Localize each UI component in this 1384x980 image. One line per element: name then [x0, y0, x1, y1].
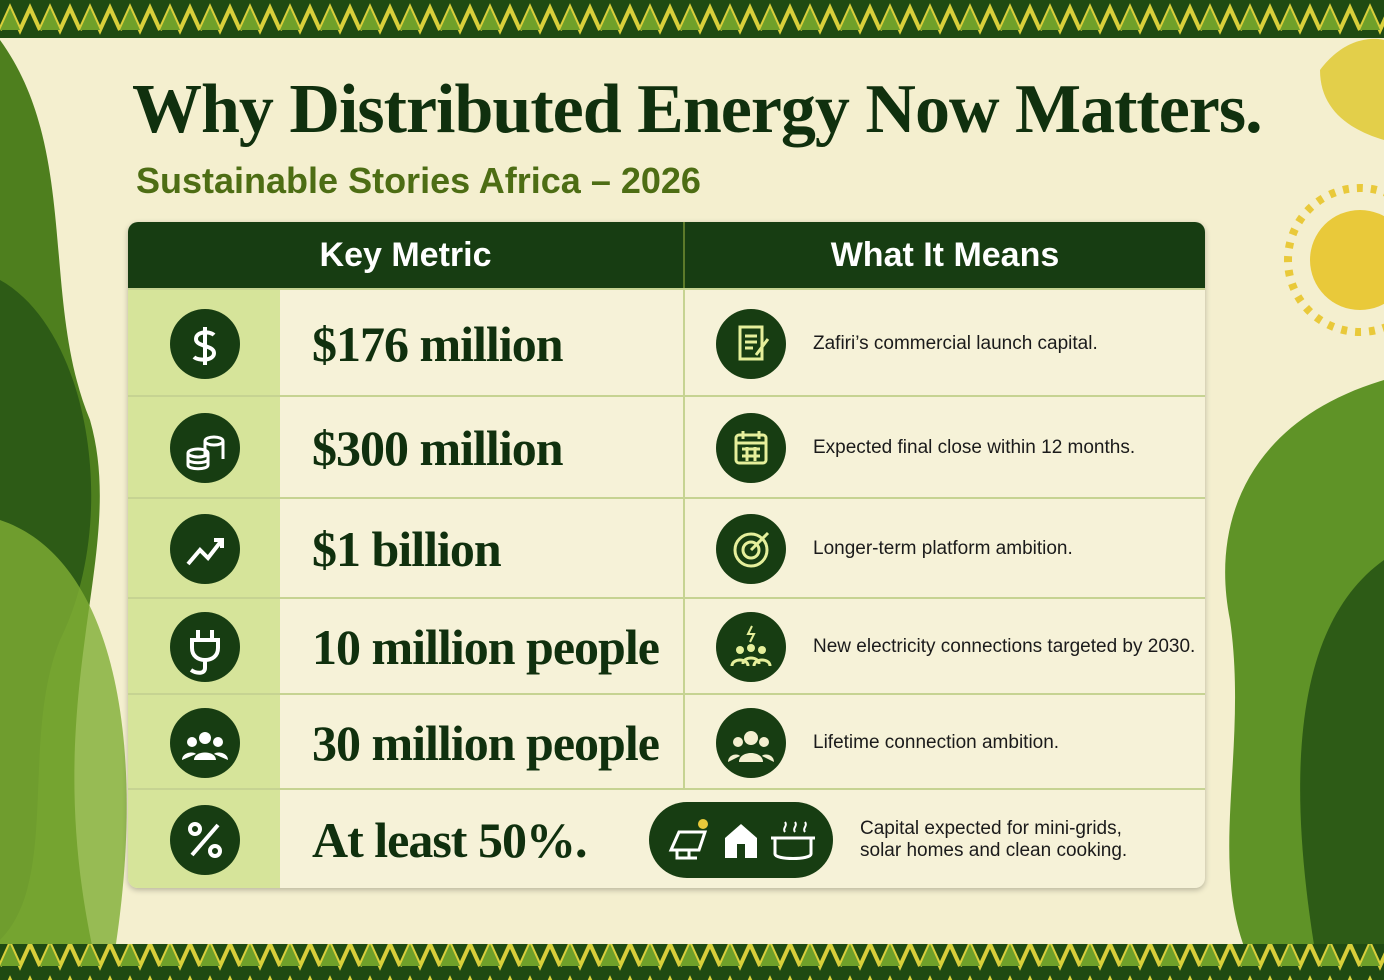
meaning-icon — [716, 612, 786, 682]
metric-value: $176 million — [312, 315, 564, 372]
meaning-text: Longer-term platform ambition. — [813, 538, 1073, 559]
column-divider — [683, 695, 685, 790]
meaning-icon — [716, 413, 786, 483]
meaning-text: Expected final close within 12 months. — [813, 437, 1136, 458]
meaning-icon — [716, 308, 786, 379]
title: Why Distributed Energy Now Matters. — [132, 71, 1263, 148]
column-divider — [683, 599, 685, 695]
meaning-text: New electricity connections targeted by … — [813, 636, 1196, 657]
metric-value: $1 billion — [312, 521, 502, 577]
metric-value: 10 million people — [312, 619, 660, 675]
table-row: $300 million Expected final close within … — [128, 395, 1205, 499]
meaning-icon — [716, 514, 786, 584]
meaning-text: Capital expected for mini-grids, solar h… — [860, 818, 1128, 861]
table-row: $1 billion Longer-term platform ambition. — [128, 497, 1205, 599]
metrics-table: Key Metric What It Means $176 million Zaf… — [128, 222, 1205, 888]
energy-icons — [649, 802, 833, 878]
meaning-text: Lifetime connection ambition. — [813, 731, 1060, 753]
metric-icon — [170, 805, 240, 875]
column-divider — [683, 290, 685, 397]
metric-icon — [170, 308, 240, 379]
metric-value: At least 50%. — [312, 812, 587, 868]
metric-icon — [170, 707, 240, 778]
subtitle: Sustainable Stories Africa – 2026 — [136, 160, 701, 201]
metric-value: 30 million people — [312, 714, 660, 771]
metric-icon — [170, 514, 240, 584]
column-header: What It Means — [685, 222, 1205, 288]
meaning-icon — [716, 707, 786, 778]
column-header: Key Metric — [128, 222, 683, 288]
table-row: $176 million Zafiri’s commercial launch c… — [128, 288, 1205, 397]
table-row: 10 million people New electricity connect… — [128, 597, 1205, 695]
table-row: 30 million people Lifetime connection amb… — [128, 693, 1205, 790]
meaning-text: Zafiri’s commercial launch capital. — [813, 332, 1098, 354]
column-divider — [683, 499, 685, 599]
metric-value: $300 million — [312, 420, 564, 476]
column-divider — [683, 397, 685, 499]
header-divider — [683, 222, 685, 288]
metric-icon — [170, 612, 240, 682]
metric-icon — [170, 413, 240, 483]
table-row: At least 50%. Capital expected for mini-g… — [128, 788, 1205, 888]
